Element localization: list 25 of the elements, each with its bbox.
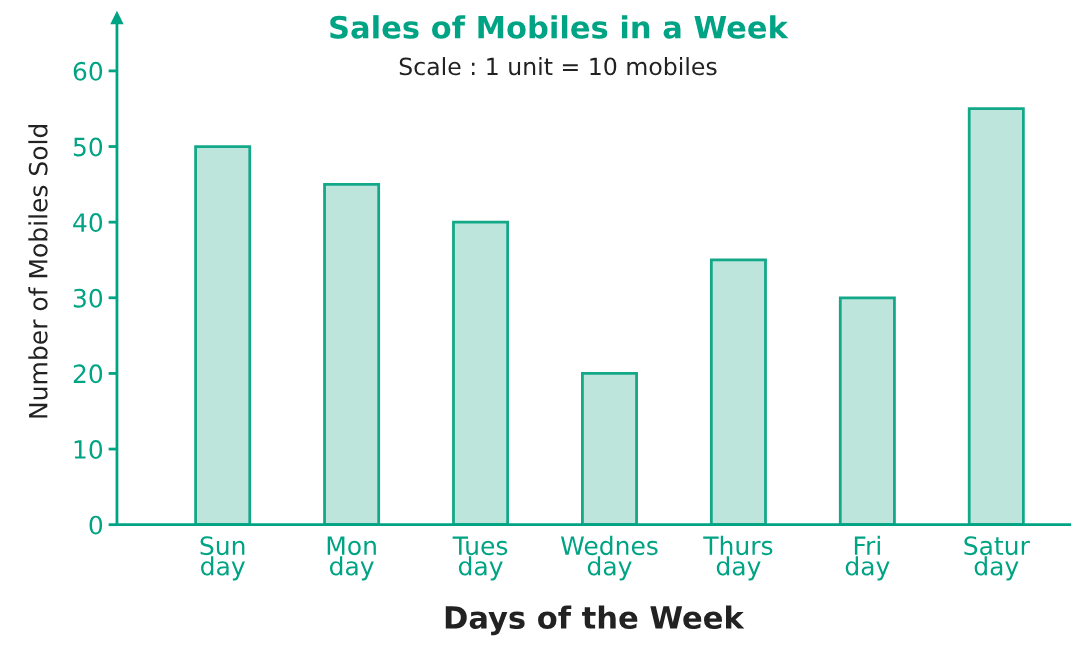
y-tick-label: 20 [73,364,103,384]
y-tick-label: 30 [73,288,103,308]
y-axis-title: Number of Mobiles Sold [28,124,48,418]
bar [194,145,252,525]
x-tick-label: Sun day [200,536,245,581]
y-tick-label: 60 [73,61,103,81]
x-tick-label: Wednes day [560,535,658,581]
bar [581,372,638,525]
x-tick-label: Thurs day [703,535,773,581]
bar [967,107,1025,525]
bar [323,182,381,525]
text: Scale : 1 unit = 10 mobiles [399,57,717,76]
bar [452,220,510,525]
y-tick-label: 0 [89,515,103,535]
bar [709,258,767,525]
x-tick-label: Fri day [845,535,890,581]
x-tick-label: Tues day [452,536,508,581]
bar [838,296,896,525]
x-tick-label: Mon day [327,536,376,581]
chart-title: Sales of Mobiles in a Week [330,15,789,39]
y-tick-label: 10 [74,440,103,459]
x-axis-title: Days of the Week [445,605,745,636]
y-tick-label: 50 [73,137,103,157]
y-tick-label: 40 [73,213,103,233]
x-tick-label: Satur day [964,536,1030,581]
